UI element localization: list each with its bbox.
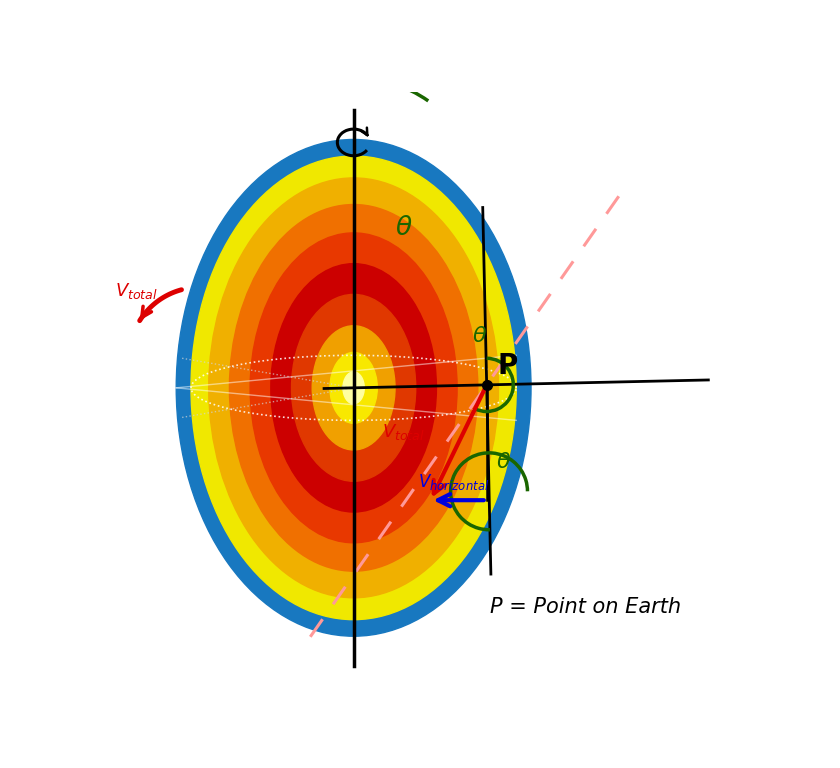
Text: P: P <box>497 353 517 380</box>
Ellipse shape <box>330 353 377 423</box>
Text: $\theta$: $\theta$ <box>496 452 512 472</box>
Ellipse shape <box>270 263 437 512</box>
Ellipse shape <box>209 178 498 598</box>
Ellipse shape <box>176 140 531 636</box>
Text: P = Point on Earth: P = Point on Earth <box>490 597 680 617</box>
Text: $V_{total}$: $V_{total}$ <box>381 422 424 442</box>
Ellipse shape <box>250 233 457 543</box>
Ellipse shape <box>343 372 365 404</box>
Ellipse shape <box>191 156 517 620</box>
Ellipse shape <box>229 204 478 571</box>
Text: $\theta$: $\theta$ <box>395 215 412 241</box>
Text: $V_{horizontal}$: $V_{horizontal}$ <box>418 472 490 492</box>
Ellipse shape <box>312 326 395 450</box>
Text: $\theta$: $\theta$ <box>472 326 487 346</box>
Text: $V_{total}$: $V_{total}$ <box>115 281 158 301</box>
Ellipse shape <box>291 294 416 482</box>
